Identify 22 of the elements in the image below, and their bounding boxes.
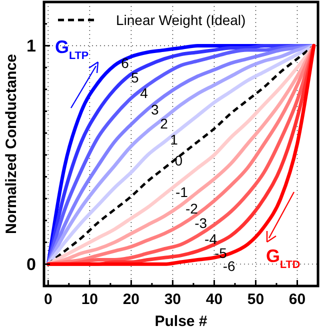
x-tick-label: 0	[44, 291, 52, 308]
series-label: -2	[185, 200, 198, 216]
series-label: -6	[222, 258, 236, 274]
x-tick-label: 60	[288, 291, 306, 308]
x-tick-label: 20	[122, 291, 140, 308]
series-label: 2	[160, 115, 168, 132]
y-axis-title: Normalized Conductance	[3, 54, 20, 234]
x-tick-label: 50	[247, 291, 264, 308]
legend-label: Linear Weight (Ideal)	[116, 12, 246, 28]
series-label: 1	[170, 131, 178, 148]
series-label: 3	[150, 101, 159, 118]
x-axis-title: Pulse #	[154, 313, 208, 330]
x-tick-label: 10	[81, 291, 98, 308]
series-label: 4	[140, 85, 148, 102]
annotation: G$_{LTD}$	[266, 246, 300, 271]
annotation: G$_{LTP}$	[55, 37, 89, 62]
series-label: 5	[131, 70, 140, 86]
series-label: -1	[175, 184, 188, 200]
x-tick-label: 40	[206, 291, 223, 308]
series-label: -3	[194, 214, 208, 231]
x-tick-label: 30	[164, 291, 182, 308]
series-label: -4	[204, 230, 218, 247]
